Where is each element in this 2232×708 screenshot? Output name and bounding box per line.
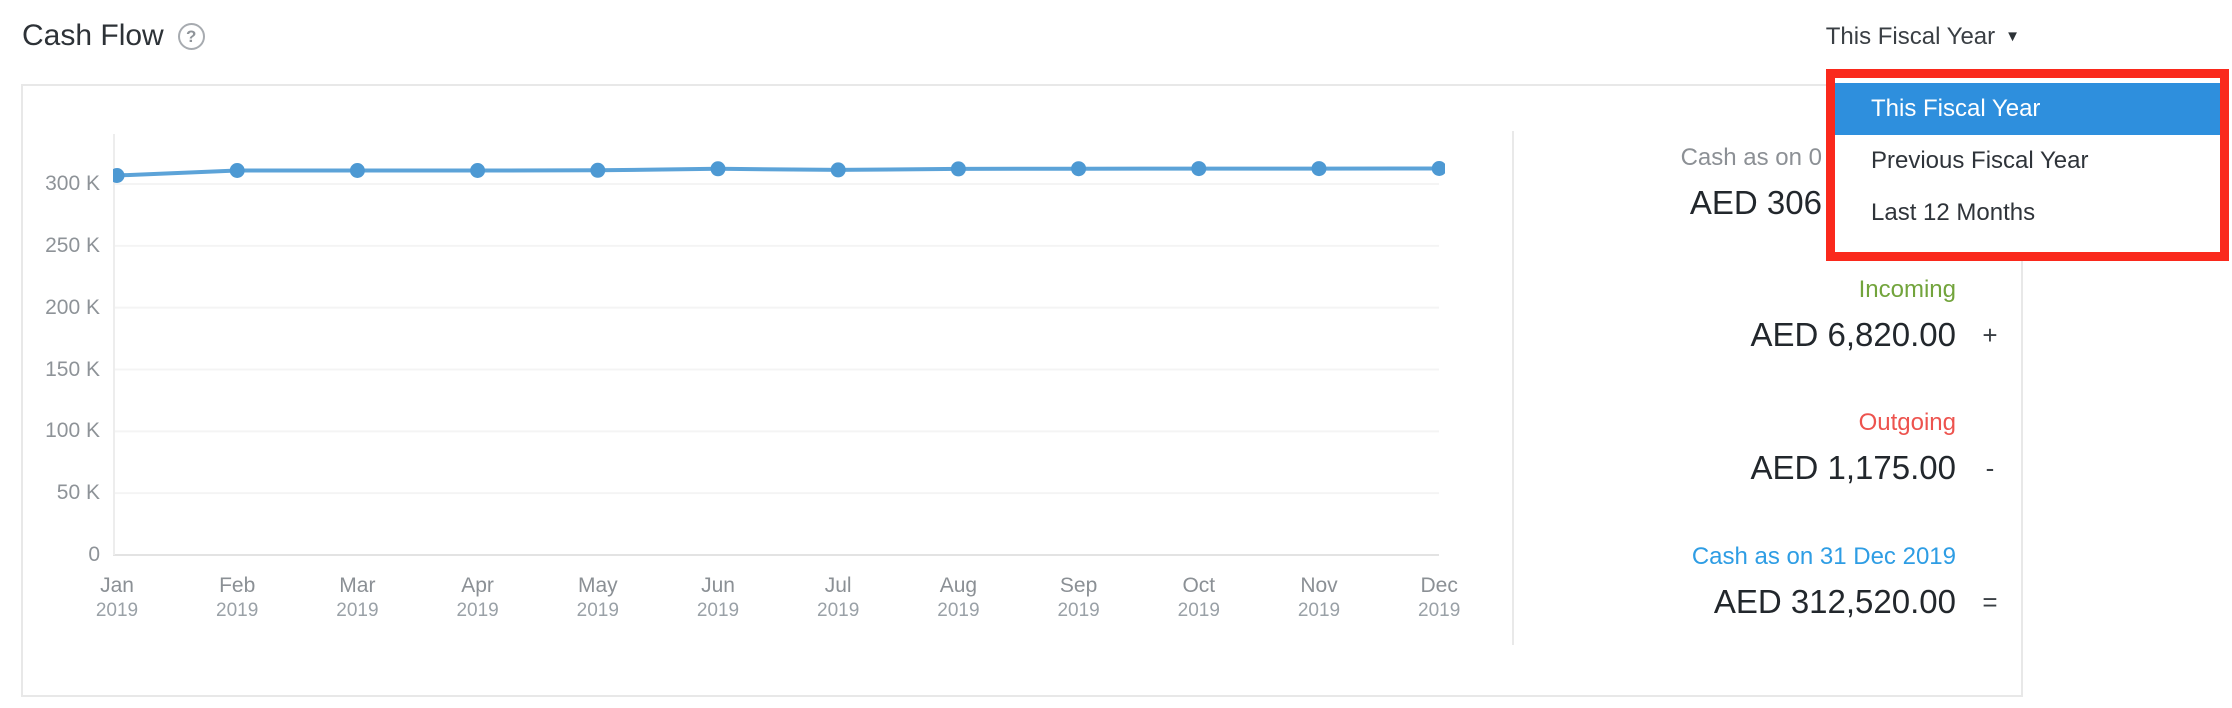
x-axis-label: Dec 2019	[1418, 574, 1461, 621]
cashflow-line-chart[interactable]	[113, 134, 1445, 561]
annotation-highlight-box: This Fiscal Year Previous Fiscal Year Last…	[1826, 69, 2229, 261]
x-axis-label: Jun 2019	[696, 574, 740, 621]
dropdown-item[interactable]: This Fiscal Year	[1835, 83, 2220, 135]
x-axis-label: Apr 2019	[456, 574, 499, 621]
opening-balance-value: AED 306	[1689, 184, 1822, 221]
y-axis-label: 100 K	[45, 419, 100, 443]
page-title-text: Cash Flow	[22, 19, 164, 52]
period-dropdown-menu: This Fiscal Year Previous Fiscal Year Last…	[1835, 78, 2220, 252]
x-axis-label: Feb 2019	[216, 574, 259, 621]
dropdown-item[interactable]: Last 12 Months	[1871, 199, 2036, 226]
y-axis-label: 250 K	[45, 233, 100, 257]
cashflow-card	[21, 84, 2023, 697]
y-axis-label: 0	[88, 543, 100, 566]
y-axis-label: 150 K	[45, 357, 100, 381]
outgoing-label: Outgoing	[1858, 409, 1956, 436]
closing-balance-label: Cash as on 31 Dec 2019	[1691, 543, 1956, 570]
period-selector-value: This Fiscal Year	[1825, 23, 1996, 50]
x-axis-label: May 2019	[576, 574, 619, 621]
incoming-label: Incoming	[1858, 276, 1956, 303]
help-icon[interactable]: ?	[177, 22, 205, 50]
x-axis-label: Mar 2019	[336, 574, 379, 621]
x-axis-label: Oct 2019	[1177, 574, 1220, 621]
x-axis-label: Sep 2019	[1057, 574, 1100, 621]
y-axis-label: 200 K	[45, 295, 100, 319]
equals-operator: =	[1982, 587, 1998, 617]
dropdown-item[interactable]: Previous Fiscal Year	[1871, 147, 2089, 174]
opening-balance-label: Cash as on 0	[1680, 144, 1822, 171]
y-axis-label: 50 K	[56, 481, 100, 505]
chevron-down-icon: ▼	[2005, 28, 2020, 45]
x-axis-label: Jan 2019	[95, 574, 139, 621]
plus-operator: +	[1982, 320, 1998, 350]
page-title: Cash Flow ?	[22, 16, 205, 56]
outgoing-value: AED 1,175.00	[1750, 449, 1956, 486]
incoming-value: AED 6,820.00	[1750, 316, 1956, 353]
y-axis-label: 300 K	[45, 172, 100, 195]
minus-operator: -	[1985, 453, 1995, 483]
x-axis-label: Jul 2019	[817, 574, 860, 621]
panel-divider	[1512, 131, 1514, 645]
x-axis-label: Aug 2019	[937, 574, 980, 621]
x-axis-label: Nov 2019	[1297, 574, 1341, 621]
period-selector[interactable]: This Fiscal Year ▼	[1700, 21, 2020, 53]
closing-balance-value: AED 312,520.00	[1713, 583, 1956, 620]
